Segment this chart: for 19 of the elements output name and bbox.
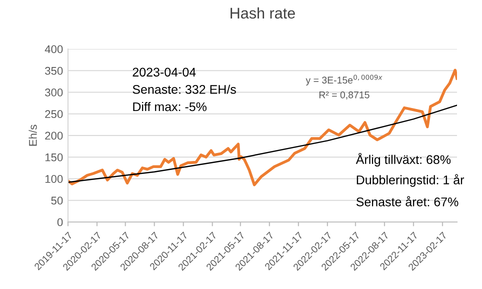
annotation: Dubbleringstid: 1 år (356, 174, 464, 187)
y-tick-label: 50 (51, 196, 63, 205)
annotation: 2023-04-04 (132, 68, 196, 77)
y-tick-label: 300 (45, 88, 63, 96)
y-tick-label: 100 (45, 175, 63, 183)
y-tick-label: 350 (45, 66, 63, 75)
y-axis-title: Eh/s (28, 124, 37, 146)
y-tick-label: 200 (45, 132, 63, 140)
annotation: y = 3E-15e$^{0,0009x}$ (306, 74, 382, 86)
annotation: Årlig tillväxt: 68% (356, 152, 451, 166)
annotation: Diff max: -5% (133, 102, 207, 112)
annotation: Senaste året: 67% (356, 196, 458, 206)
annotation: R² = 0,8715 (319, 91, 370, 100)
chart-title: Hash rate (230, 7, 295, 19)
annotation: Senaste: 332 EH/s (132, 84, 236, 94)
y-tick-label: 150 (45, 153, 63, 162)
y-tick-label: 400 (44, 45, 63, 54)
y-tick-label: 250 (45, 110, 63, 118)
y-tick-label: 0 (57, 218, 63, 226)
